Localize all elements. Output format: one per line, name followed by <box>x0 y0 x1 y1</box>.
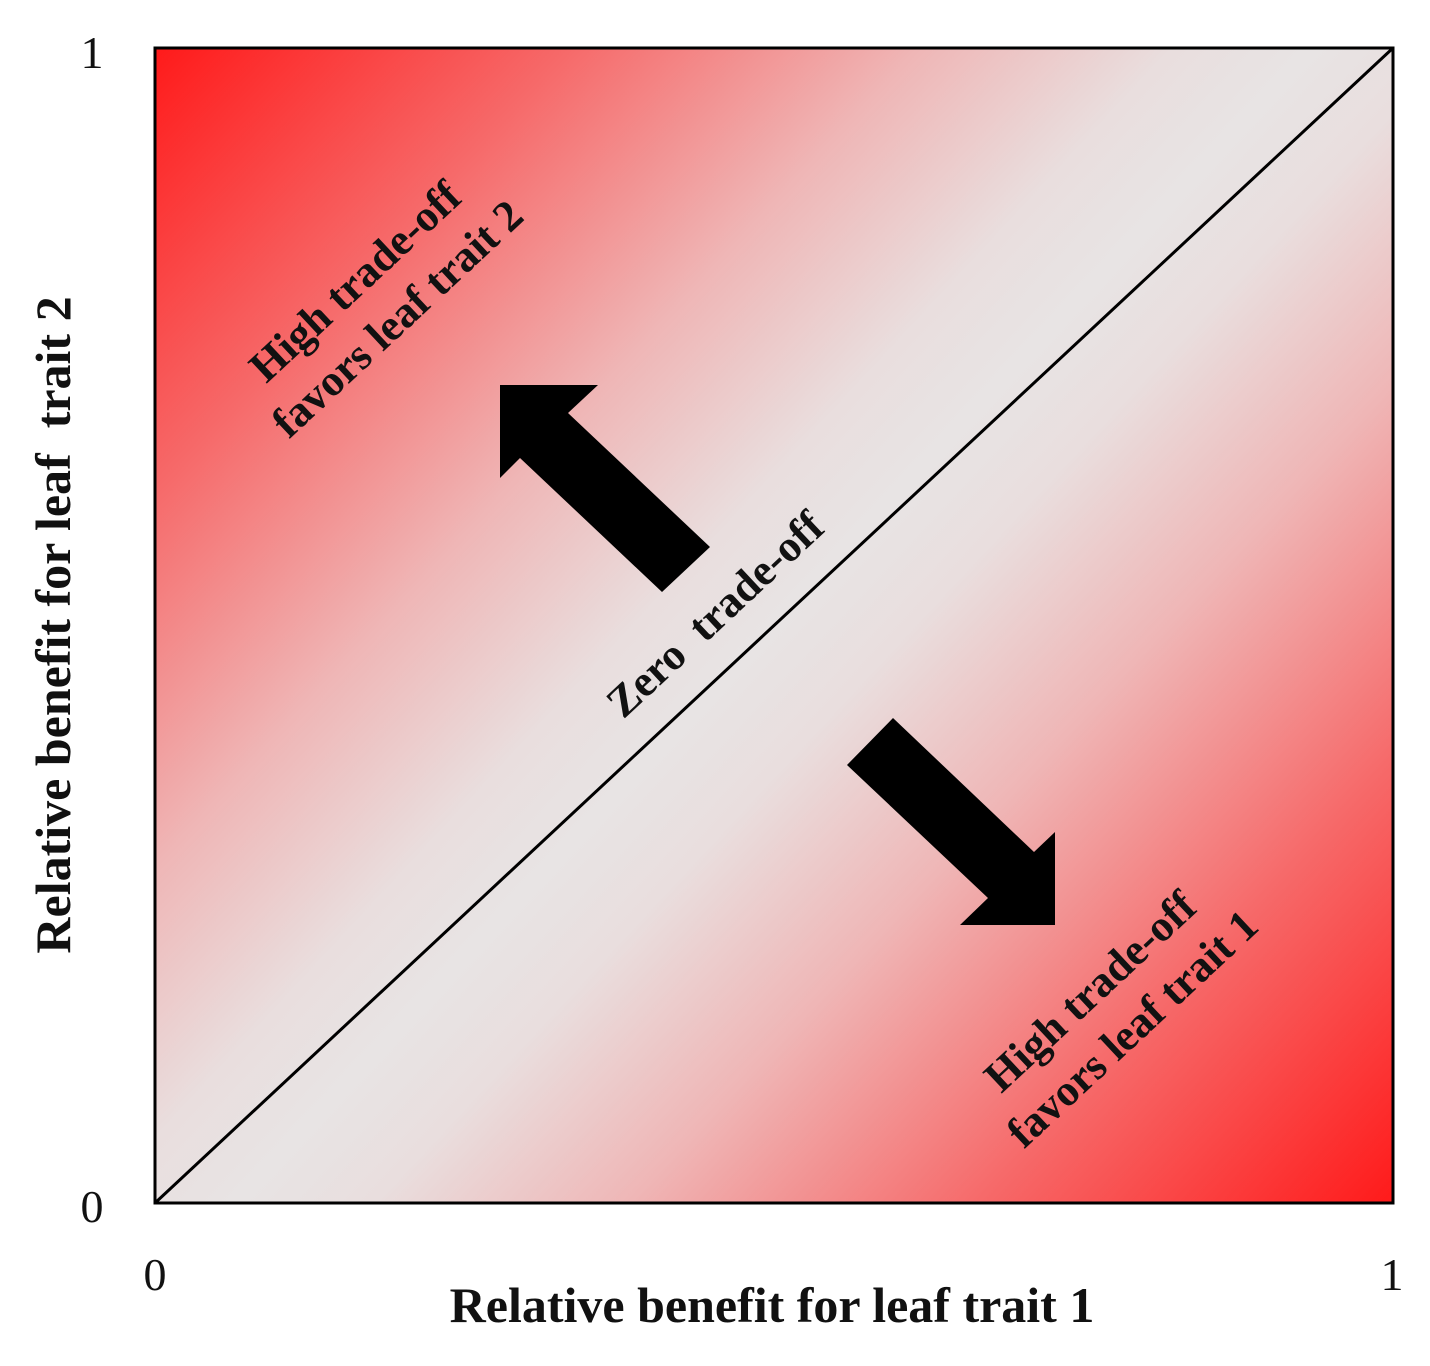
x-axis-label: Relative benefit for leaf trait 1 <box>450 1277 1095 1333</box>
x-tick-0: 0 <box>144 1249 167 1300</box>
y-tick-1: 1 <box>81 27 104 78</box>
arrow-lower-right-icon <box>847 718 1055 925</box>
y-tick-0: 0 <box>81 1181 104 1232</box>
x-tick-1: 1 <box>1381 1249 1404 1300</box>
arrow-upper-left-icon <box>500 385 710 592</box>
zero-tradeoff-line <box>153 46 1395 1205</box>
y-axis-label: Relative benefit for leaf trait 2 <box>25 296 81 953</box>
